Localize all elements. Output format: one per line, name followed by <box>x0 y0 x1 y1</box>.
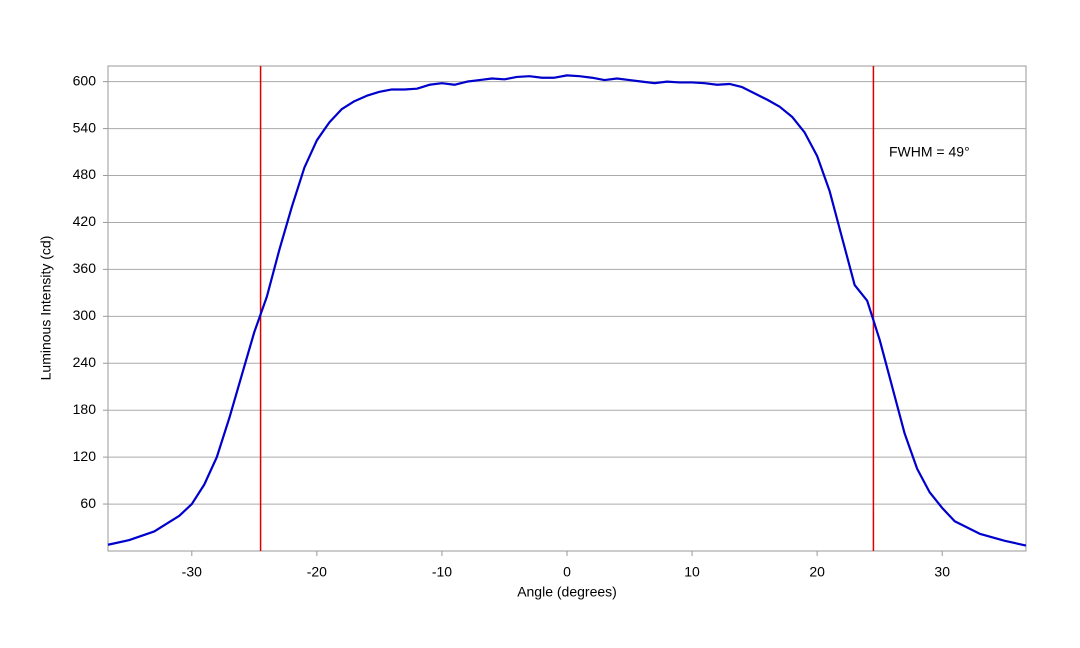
data-line <box>107 74 1027 547</box>
y-axis-title: Luminous Intensity (cd) <box>38 236 54 381</box>
x-tick-label: 30 <box>934 564 950 580</box>
x-tick-label: -20 <box>307 564 327 580</box>
x-tick-label: -10 <box>432 564 452 580</box>
y-tick-label: 360 <box>73 260 97 276</box>
x-tick-label: 10 <box>684 564 700 580</box>
x-tick-label: 20 <box>809 564 825 580</box>
y-tick-label: 540 <box>73 119 97 135</box>
y-tick-label: 60 <box>80 495 96 511</box>
y-tick-label: 420 <box>73 213 97 229</box>
y-tick-label: 480 <box>73 166 97 182</box>
y-tick-label: 180 <box>73 401 97 417</box>
y-tick-label: 240 <box>73 354 97 370</box>
y-tick-label: 600 <box>73 72 97 88</box>
x-tick-label: 0 <box>563 564 571 580</box>
x-axis-title: Angle (degrees) <box>517 584 617 600</box>
plot-border <box>107 65 1027 552</box>
x-tick-label: -30 <box>182 564 202 580</box>
y-tick-label: 300 <box>73 307 97 323</box>
y-tick-label: 120 <box>73 448 97 464</box>
annotation: FWHM = 49° <box>889 144 970 160</box>
